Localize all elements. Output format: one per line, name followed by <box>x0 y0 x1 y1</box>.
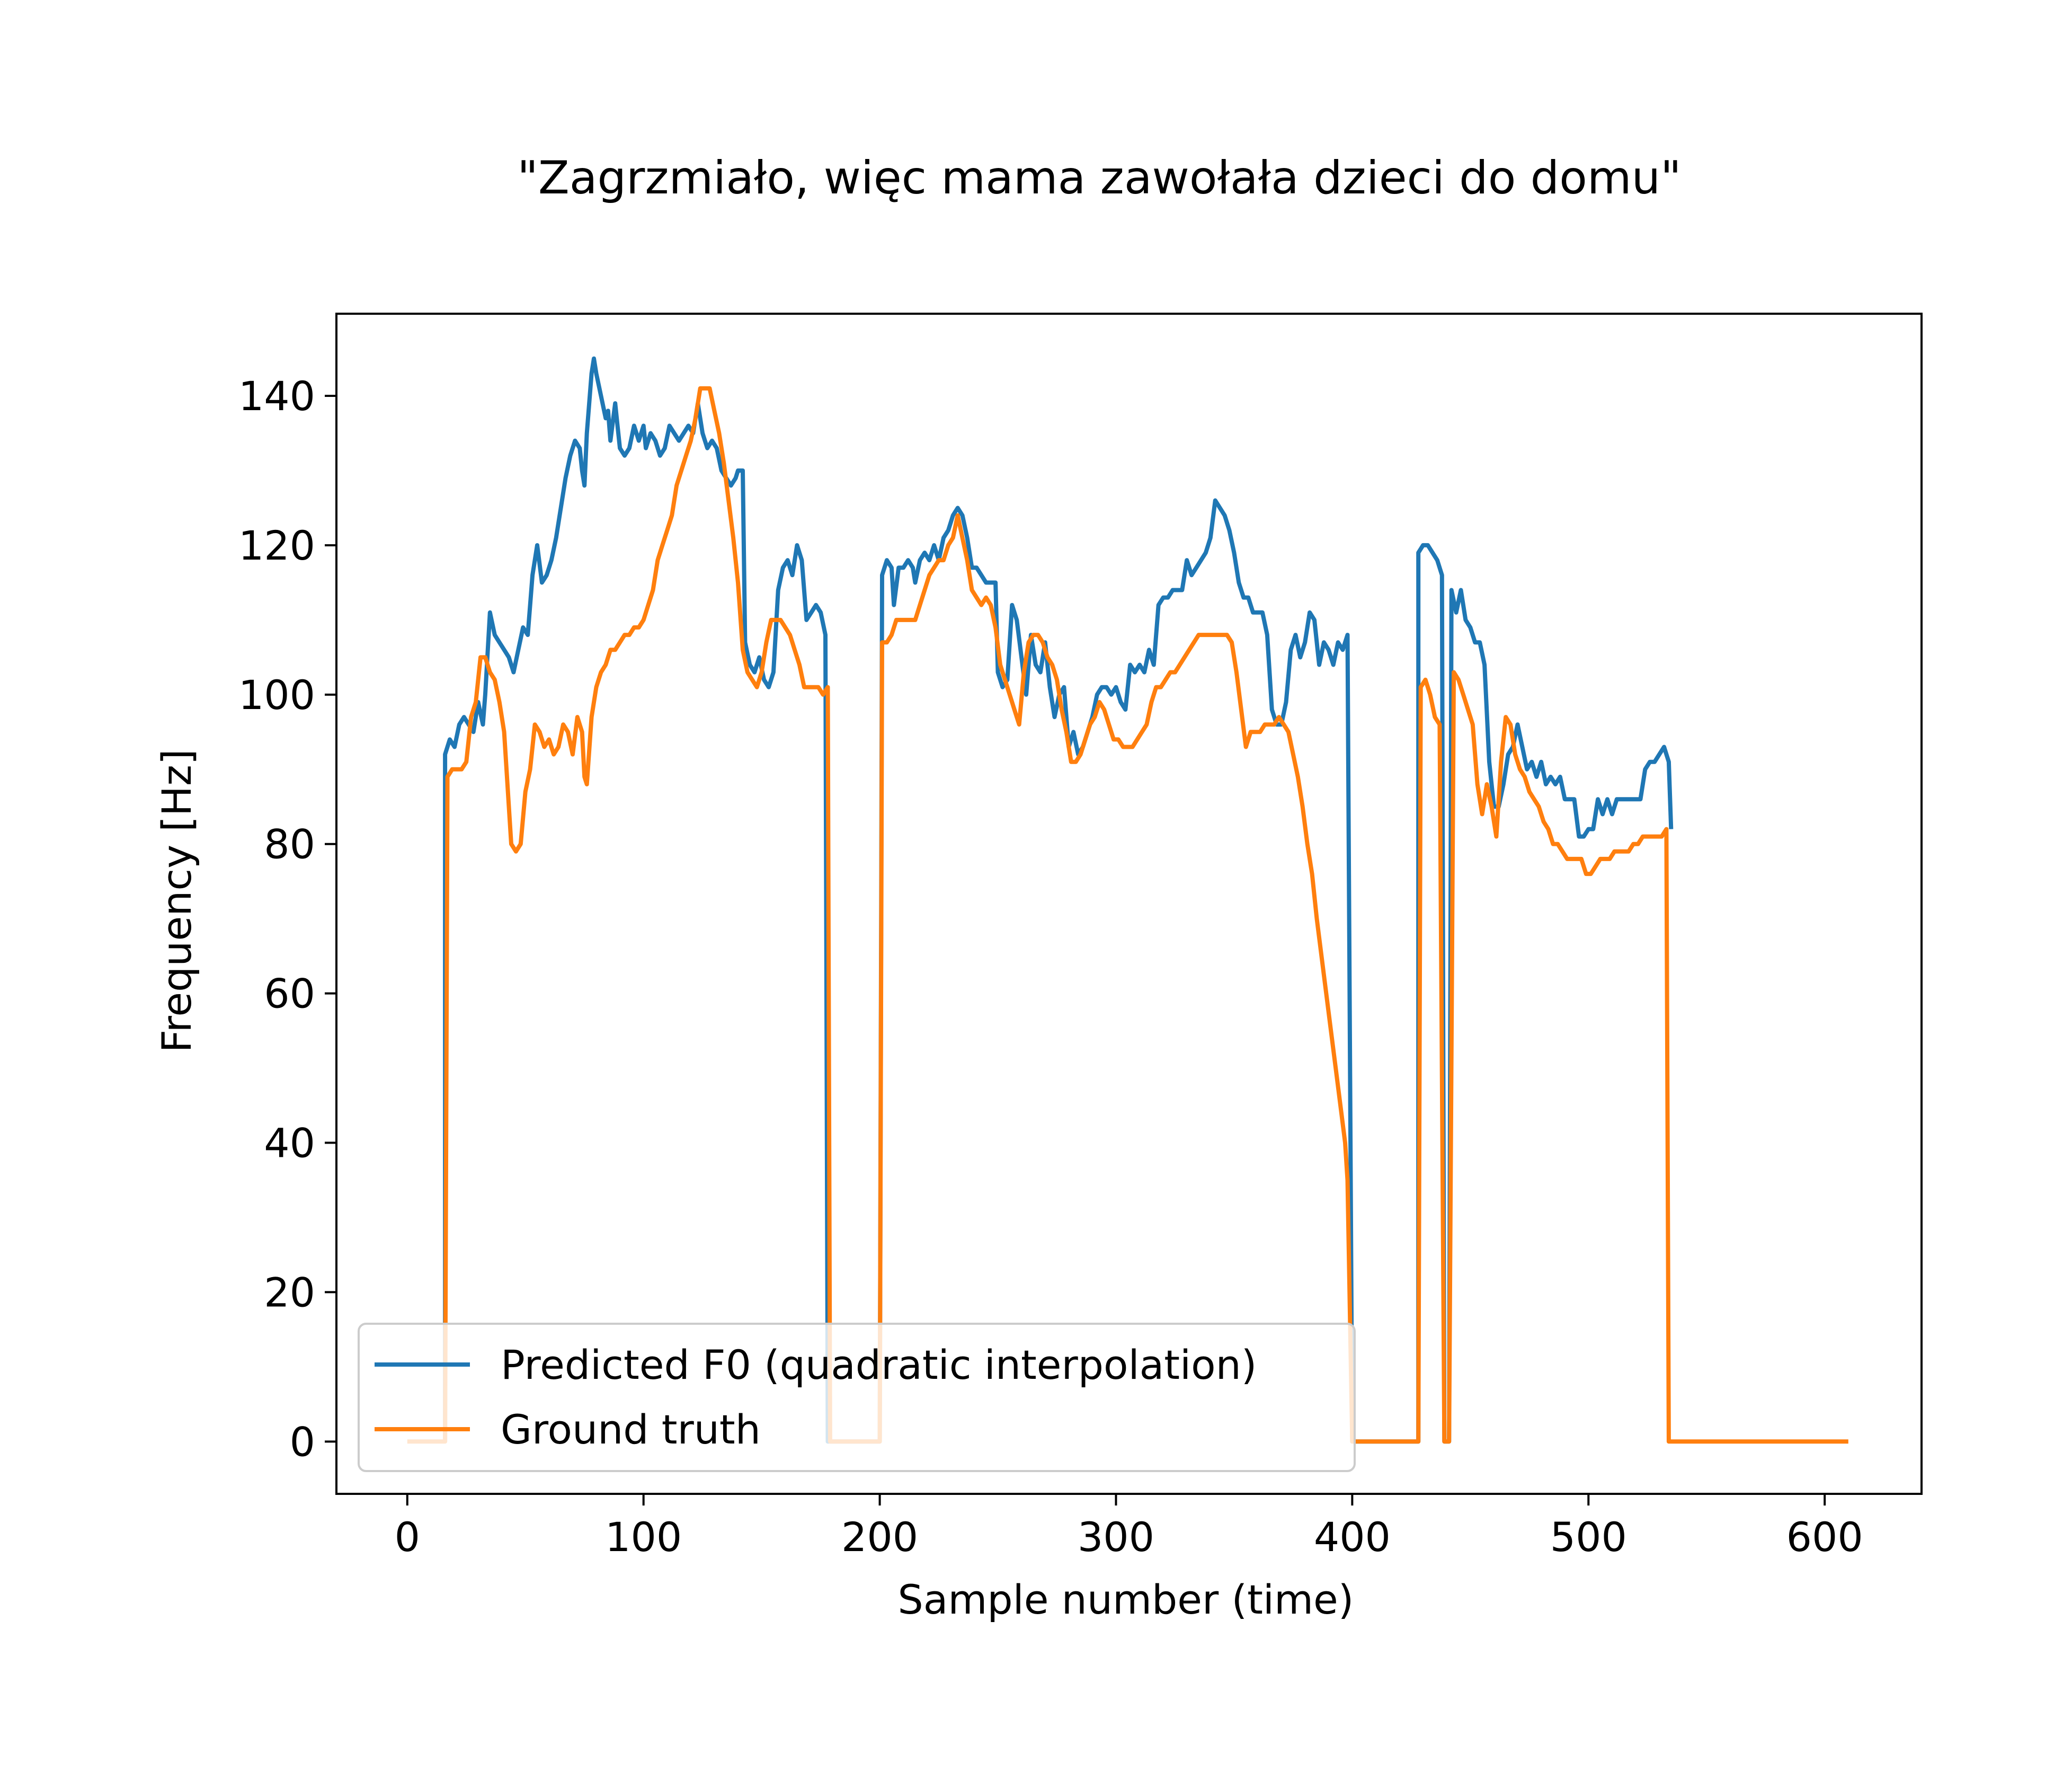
y-tick-label: 60 <box>264 970 315 1017</box>
y-tick-label: 20 <box>264 1269 315 1316</box>
y-tick-label: 140 <box>238 373 315 420</box>
x-axis-label: Sample number (time) <box>898 1576 1354 1623</box>
x-tick-label: 100 <box>605 1513 682 1561</box>
legend-label-predicted: Predicted F0 (quadratic interpolation) <box>501 1341 1257 1388</box>
legend-box <box>358 1323 1356 1472</box>
x-tick-label: 600 <box>1786 1513 1863 1561</box>
chart-title: "Zagrzmiało, więc mama zawołała dzieci d… <box>517 152 1681 205</box>
x-tick-label: 0 <box>395 1513 420 1561</box>
series-layer <box>407 356 1848 1444</box>
y-tick-label: 40 <box>264 1120 315 1167</box>
x-axis-ticks: 0 100 200 300 400 500 600 <box>395 1494 1863 1561</box>
y-axis-label: Frequency [Hz] <box>153 749 200 1052</box>
y-axis-ticks: 0 20 40 60 80 100 120 140 <box>238 373 336 1465</box>
y-tick-label: 100 <box>238 671 315 719</box>
y-tick-label: 80 <box>264 821 315 868</box>
legend-label-ground-truth: Ground truth <box>501 1406 761 1453</box>
plot-frame <box>335 313 1923 1495</box>
x-tick-label: 500 <box>1550 1513 1627 1561</box>
series-line-ground-truth <box>407 386 1848 1444</box>
x-tick-label: 400 <box>1314 1513 1391 1561</box>
legend: Predicted F0 (quadratic interpolation) G… <box>358 1323 1356 1472</box>
x-tick-label: 300 <box>1078 1513 1154 1561</box>
y-tick-label: 120 <box>238 522 315 569</box>
y-tick-label: 0 <box>290 1418 315 1465</box>
x-tick-label: 200 <box>841 1513 918 1561</box>
